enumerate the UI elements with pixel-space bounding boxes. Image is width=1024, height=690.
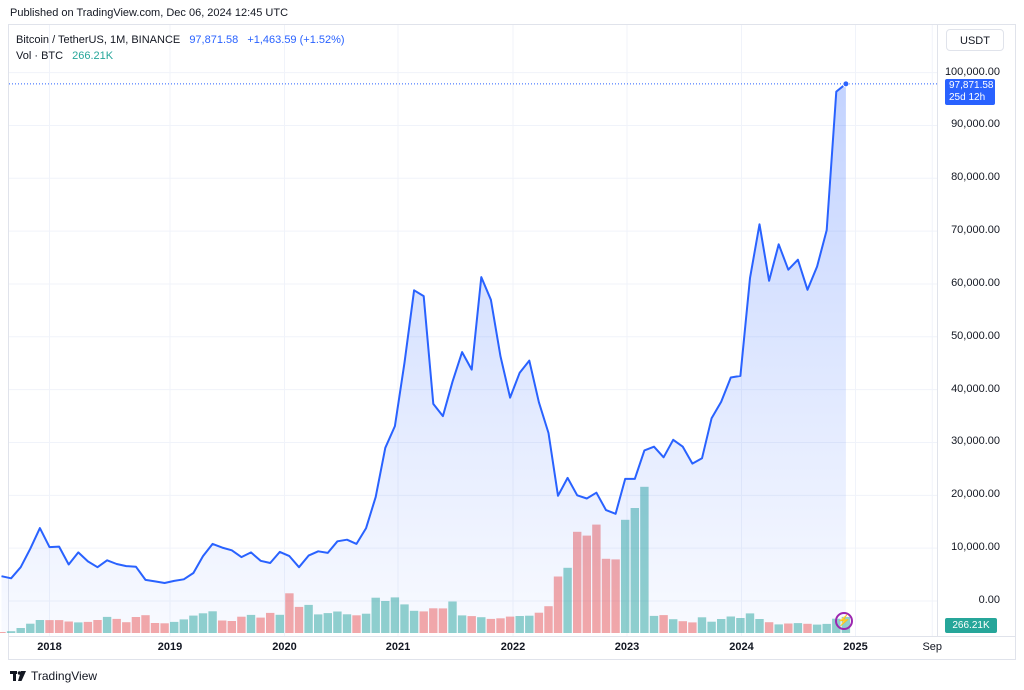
y-axis-divider <box>937 24 938 636</box>
currency-button[interactable]: USDT <box>946 29 1004 51</box>
y-axis-tick-label: 100,000.00 <box>944 65 1000 78</box>
x-axis-tick-label: 2018 <box>37 641 62 653</box>
y-axis-tick-label: 70,000.00 <box>951 224 1000 237</box>
x-axis-tick-label: 2023 <box>614 641 640 653</box>
x-axis-tick-label: 2022 <box>500 641 526 653</box>
y-axis-tick-label: 60,000.00 <box>951 276 1000 289</box>
tradingview-mark-icon <box>10 671 26 681</box>
x-axis-tick-label: 2025 <box>843 641 868 653</box>
y-axis-tick-label: 80,000.00 <box>951 171 1000 184</box>
x-axis-tick-label: 2024 <box>729 641 754 653</box>
symbol-label[interactable]: Bitcoin / TetherUS, 1M, BINANCE <box>16 34 181 46</box>
tradingview-logo[interactable]: TradingView <box>10 669 97 683</box>
brand-name: TradingView <box>31 669 98 683</box>
published-note: Published on TradingView.com, Dec 06, 20… <box>10 7 289 19</box>
y-axis-tick-label: 90,000.00 <box>951 118 1000 131</box>
volume-label[interactable]: Vol · BTC <box>16 50 64 62</box>
legend-volume-value: 266.21K <box>72 50 114 62</box>
price-line-path <box>1 83 847 584</box>
x-axis-tick-label: 2021 <box>385 641 411 653</box>
last-price-value: 97,871.58 <box>949 80 994 91</box>
last-price-tag: 97,871.58 25d 12h <box>945 79 995 105</box>
y-axis-tick-label: 0.00 <box>978 594 1000 606</box>
x-axis-divider <box>8 636 1016 637</box>
price-line <box>1 83 847 584</box>
y-axis-tick-label: 10,000.00 <box>951 541 1000 554</box>
lightning-bolt-icon[interactable]: ⚡ <box>835 612 853 630</box>
last-price-dot <box>842 80 850 88</box>
last-volume-tag: 266.21K <box>945 618 997 633</box>
price-area-fill <box>1 83 846 634</box>
legend-price: 97,871.58 <box>189 34 239 46</box>
y-axis-tick-label: 20,000.00 <box>951 488 1000 501</box>
y-axis-tick-label: 40,000.00 <box>951 382 1000 395</box>
last-price-marker <box>9 80 937 88</box>
x-axis-tick-label: Sep <box>922 641 943 653</box>
x-axis-tick-label: 2020 <box>272 641 297 653</box>
legend-change: +1,463.59 (+1.52%) <box>247 34 345 46</box>
chart-frame[interactable] <box>8 24 1016 660</box>
x-axis-tick-label: 2019 <box>157 641 183 653</box>
bar-countdown: 25d 12h <box>949 92 986 103</box>
y-axis-tick-label: 30,000.00 <box>951 435 1000 448</box>
y-axis-tick-label: 50,000.00 <box>951 329 1000 342</box>
price-area <box>1 83 846 634</box>
chart-legend: Bitcoin / TetherUS, 1M, BINANCE 97,871.5… <box>16 32 345 64</box>
